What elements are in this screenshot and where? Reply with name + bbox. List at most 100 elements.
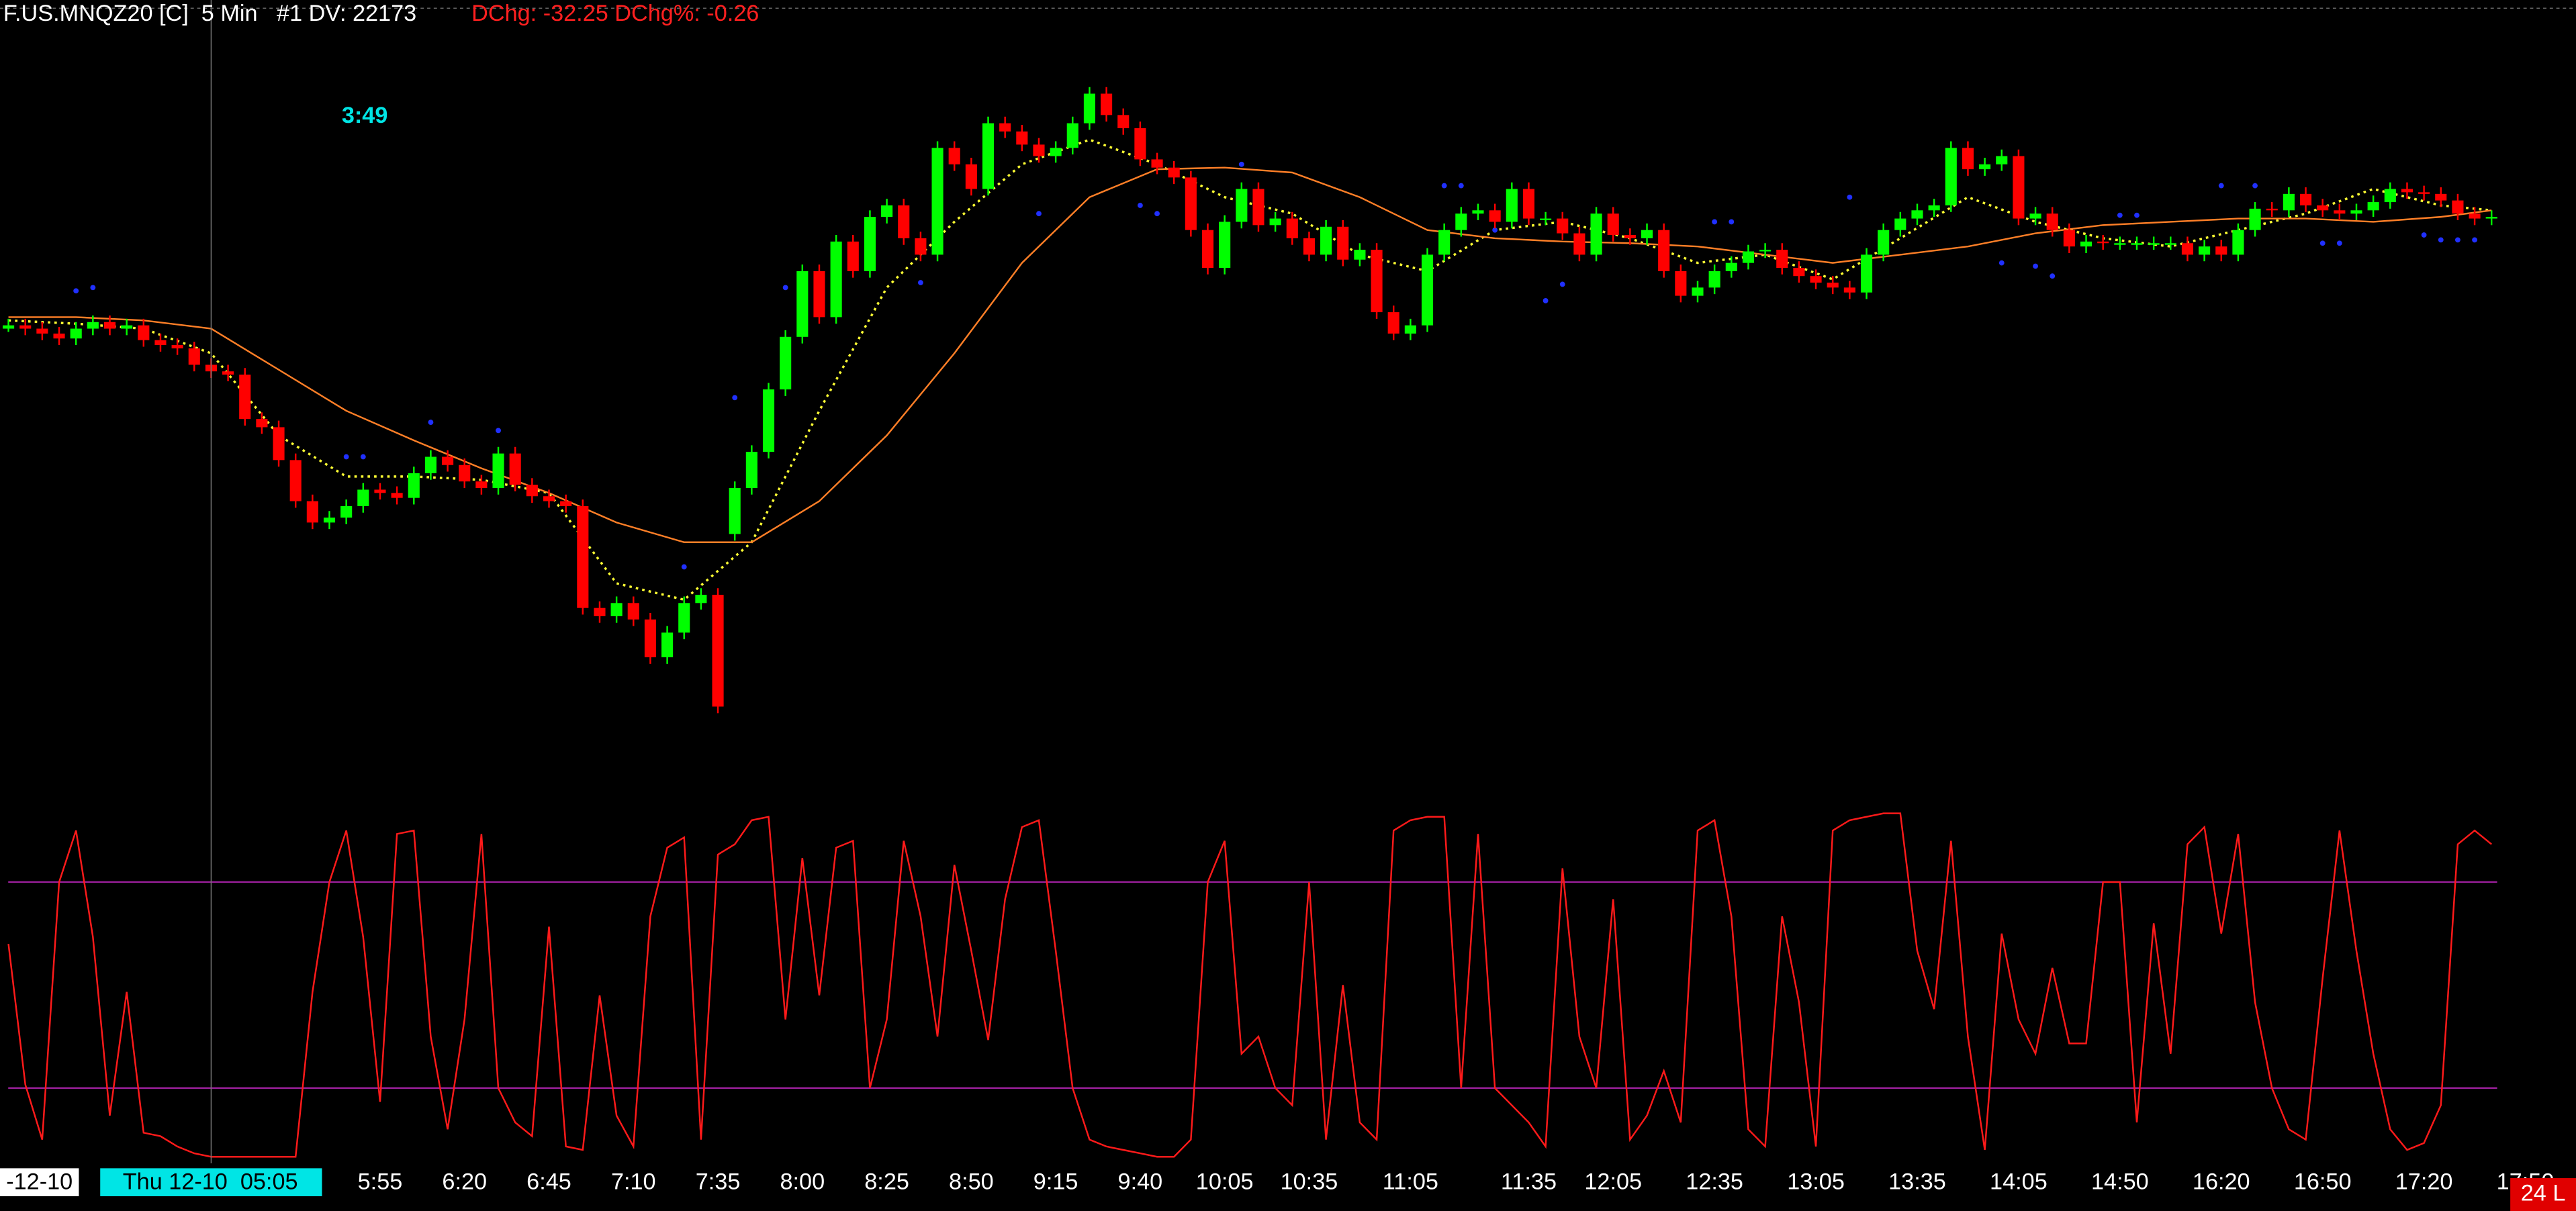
indicator-dot: [73, 288, 79, 294]
candle-body: [256, 419, 268, 428]
indicator-dot: [1036, 211, 1042, 217]
candle-body: [948, 148, 960, 164]
candle-body: [1725, 262, 1737, 271]
candle-body: [847, 241, 859, 271]
candle-body: [965, 164, 977, 189]
date-label: -12-10: [6, 1169, 73, 1194]
candle-body: [2283, 193, 2295, 211]
candle-body: [813, 271, 825, 318]
candle-body: [154, 340, 167, 346]
x-tick-label: 11:05: [1383, 1169, 1438, 1194]
indicator-dot: [2336, 240, 2342, 246]
candle-body: [898, 205, 910, 238]
candle-body: [424, 456, 436, 473]
badge: 24 L: [2521, 1181, 2566, 1206]
candle-body: [1151, 159, 1163, 168]
indicator-dot: [496, 428, 501, 434]
indicator-dot: [343, 454, 349, 460]
candle-body: [1675, 271, 1687, 296]
date-label-bg: [0, 1168, 79, 1196]
candle-body: [1996, 156, 2008, 164]
candle-body: [1134, 128, 1146, 160]
candle-body: [1320, 226, 1332, 255]
indicator-dot: [1543, 298, 1549, 303]
candle-body: [678, 603, 690, 633]
candle-body: [796, 271, 809, 337]
candle-body: [1590, 213, 1602, 255]
indicator-dot: [360, 454, 366, 460]
candle-body: [881, 205, 893, 217]
candle-body: [1506, 189, 1518, 222]
indicator-dot: [2033, 263, 2038, 269]
candle-body: [2435, 193, 2447, 201]
candle-body: [2350, 210, 2362, 214]
candle-body: [1269, 218, 1281, 226]
indicator-dot: [681, 564, 687, 570]
candle-body: [171, 345, 183, 348]
x-tick-label: 13:05: [1787, 1169, 1845, 1194]
x-tick-label: 14:50: [2091, 1169, 2149, 1194]
candle-body: [2367, 202, 2379, 211]
x-tick-label: 8:25: [864, 1169, 909, 1194]
x-tick-label: 5:55: [358, 1169, 403, 1194]
candle-body: [2266, 208, 2278, 211]
x-tick-label: 11:35: [1501, 1169, 1557, 1194]
indicator-dot: [1238, 161, 1244, 167]
candle-body: [1540, 218, 1552, 220]
indicator-dot: [1492, 227, 1498, 233]
x-tick-label: 10:05: [1196, 1169, 1254, 1194]
candle-body: [2452, 200, 2464, 214]
candle-body: [1742, 251, 1755, 263]
candle-body: [323, 518, 336, 523]
candle-body: [1607, 213, 1619, 236]
x-tick-label: 9:15: [1033, 1169, 1078, 1194]
candle-body: [1185, 177, 1197, 230]
candle-body: [1658, 230, 1670, 271]
candle-body: [695, 595, 707, 603]
candle-body: [610, 603, 623, 616]
candle-body: [1945, 148, 1957, 205]
candle-body: [1979, 164, 1991, 170]
candle-body: [70, 328, 82, 339]
candle-body: [745, 452, 757, 488]
moving-average: [8, 138, 2492, 601]
candle-body: [577, 505, 589, 608]
candle-body: [19, 325, 32, 329]
x-tick-label: 10:35: [1281, 1169, 1338, 1194]
candle-body: [1236, 189, 1248, 222]
candle-body: [762, 389, 775, 452]
candle-body: [1692, 287, 1704, 296]
indicator-dot: [2472, 237, 2477, 243]
candle-body: [2249, 208, 2261, 230]
candle-body: [188, 348, 200, 365]
candle-body: [273, 427, 285, 461]
x-tick-label: 9:40: [1118, 1169, 1163, 1194]
candle-body: [1117, 115, 1130, 128]
bar-timer: 3:49: [342, 103, 388, 128]
candle-body: [915, 238, 927, 255]
indicator-dot: [2319, 240, 2326, 246]
candle-body: [2215, 246, 2227, 255]
candle-body: [1708, 271, 1720, 288]
badge-bg: [2510, 1178, 2576, 1211]
candle-body: [830, 241, 842, 318]
candle-body: [1387, 312, 1399, 334]
candle-body: [1489, 210, 1501, 222]
indicator-dot: [2218, 183, 2224, 189]
candle-body: [1168, 167, 1180, 178]
candle-body: [121, 325, 133, 329]
indicator-dot: [2438, 237, 2444, 243]
candle-body: [2063, 230, 2075, 247]
candle-body: [391, 493, 403, 498]
symbol-info: F.US.MNQZ20 [C] 5 Min #1 DV: 22173: [3, 1, 416, 26]
indicator-dot: [1712, 219, 1718, 225]
x-tick-label: 8:00: [780, 1169, 825, 1194]
candle-body: [560, 501, 572, 506]
candle-body: [2469, 213, 2481, 219]
candle-body: [289, 460, 302, 501]
indicator-dot: [2421, 232, 2427, 238]
x-tick-label: 8:50: [949, 1169, 994, 1194]
candle-body: [1421, 254, 1434, 326]
x-tick-label: 13:35: [1888, 1169, 1946, 1194]
candle-body: [492, 453, 504, 488]
